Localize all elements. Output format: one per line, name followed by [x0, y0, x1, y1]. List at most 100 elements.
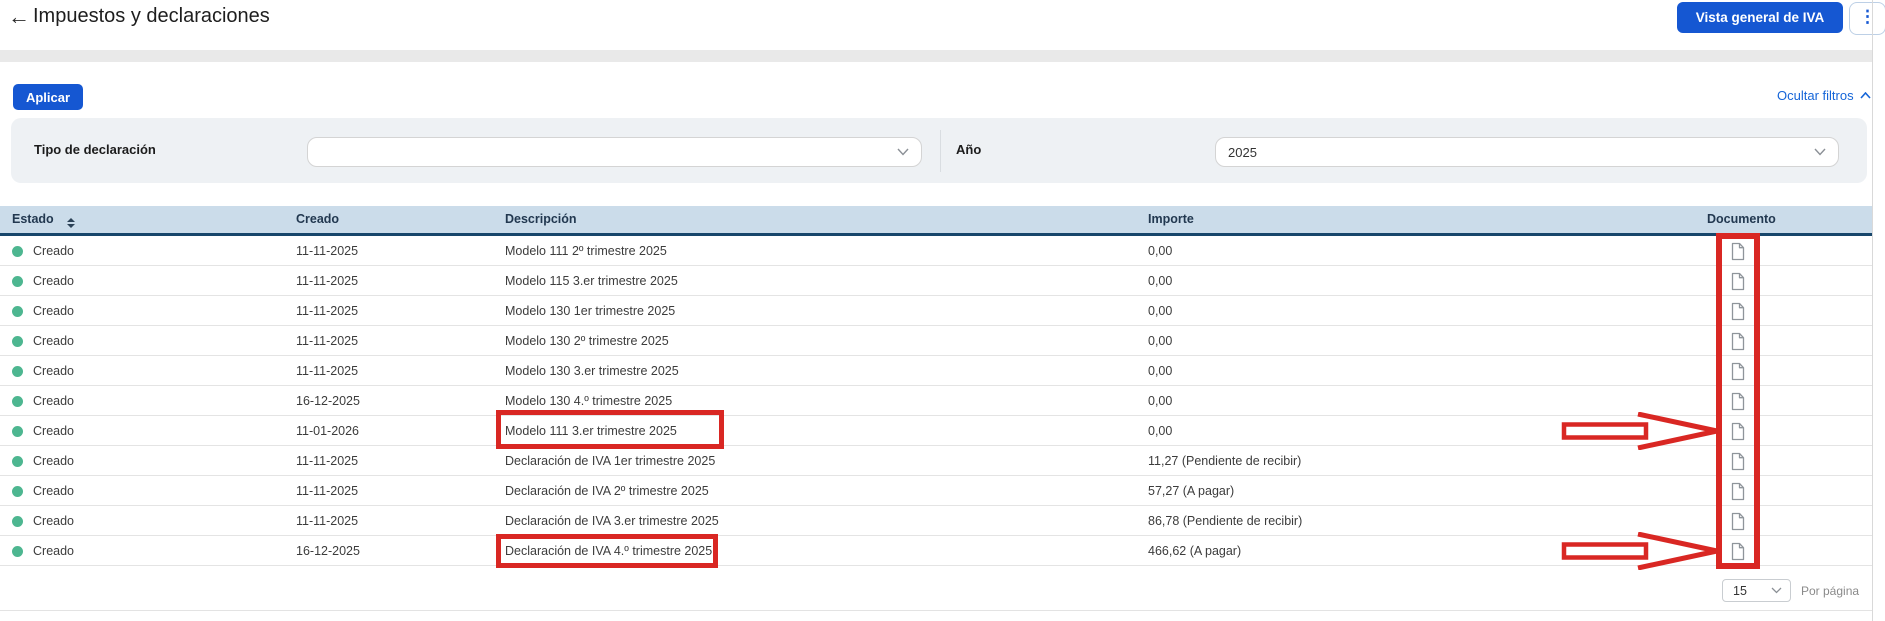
amount-cell: 0,00 [1148, 394, 1173, 408]
back-arrow-icon[interactable]: ← [8, 4, 30, 29]
created-cell: 11-11-2025 [296, 484, 359, 498]
amount-cell: 0,00 [1148, 424, 1173, 438]
amount-cell: 57,27 (A pagar) [1148, 484, 1235, 498]
table-row[interactable]: Creado 11-11-2025 Declaración de IVA 1er… [0, 446, 1872, 476]
filters-panel: Tipo de declaración Año 2025 [11, 118, 1867, 183]
created-cell: 11-11-2025 [296, 514, 359, 528]
apply-filters-button[interactable]: Aplicar [13, 84, 83, 110]
status-cell: Creado [12, 506, 74, 536]
chevron-down-icon [897, 148, 909, 156]
description-cell: Modelo 130 4.º trimestre 2025 [505, 394, 673, 408]
table-body: Creado 11-11-2025 Modelo 111 2º trimestr… [0, 236, 1872, 566]
status-cell: Creado [12, 386, 74, 416]
sort-icon[interactable] [67, 218, 76, 228]
status-cell: Creado [12, 476, 74, 506]
table-row[interactable]: Creado 16-12-2025 Modelo 130 4.º trimest… [0, 386, 1872, 416]
status-dot-icon [12, 515, 23, 527]
kebab-menu-button[interactable]: ⋮ [1849, 2, 1885, 35]
bottom-divider [0, 610, 1872, 611]
year-value: 2025 [1228, 144, 1257, 160]
status-label: Creado [33, 364, 74, 378]
table-row[interactable]: Creado 11-11-2025 Modelo 115 3.er trimes… [0, 266, 1872, 296]
status-label: Creado [33, 274, 74, 288]
created-cell: 11-11-2025 [296, 454, 359, 468]
hide-filters-label: Ocultar filtros [1777, 88, 1854, 103]
status-cell: Creado [12, 446, 74, 476]
status-dot-icon [12, 425, 23, 437]
created-cell: 11-11-2025 [296, 364, 359, 378]
table-row[interactable]: Creado 11-11-2025 Modelo 130 1er trimest… [0, 296, 1872, 326]
column-header-creado: Creado [296, 212, 340, 226]
document-file-icon [1731, 332, 1745, 350]
amount-cell: 0,00 [1148, 304, 1173, 318]
document-button[interactable] [1730, 476, 1745, 506]
status-label: Creado [33, 394, 74, 408]
amount-cell: 0,00 [1148, 334, 1173, 348]
document-file-icon [1731, 452, 1745, 470]
document-button[interactable] [1730, 296, 1745, 326]
declaration-type-select[interactable] [307, 137, 922, 167]
document-button[interactable] [1730, 266, 1745, 296]
document-button[interactable] [1730, 536, 1745, 566]
filter-divider [940, 130, 941, 172]
created-cell: 11-11-2025 [296, 334, 359, 348]
per-page-value: 15 [1733, 583, 1747, 598]
table-row[interactable]: Creado 16-12-2025 Declaración de IVA 4.º… [0, 536, 1872, 566]
created-cell: 11-11-2025 [296, 274, 359, 288]
status-dot-icon [12, 245, 23, 257]
document-file-icon [1731, 272, 1745, 290]
table-row[interactable]: Creado 11-11-2025 Modelo 130 3.er trimes… [0, 356, 1872, 386]
created-cell: 16-12-2025 [296, 544, 360, 558]
description-cell: Modelo 130 3.er trimestre 2025 [505, 364, 679, 378]
status-cell: Creado [12, 326, 74, 356]
status-dot-icon [12, 485, 23, 497]
amount-cell: 11,27 (Pendiente de recibir) [1148, 454, 1302, 468]
description-cell: Declaración de IVA 4.º trimestre 2025 [505, 544, 713, 558]
amount-cell: 0,00 [1148, 364, 1173, 378]
document-button[interactable] [1730, 236, 1745, 266]
document-button[interactable] [1730, 326, 1745, 356]
vat-overview-button[interactable]: Vista general de IVA [1677, 2, 1843, 33]
per-page-label: Por página [1801, 584, 1860, 598]
column-header-estado[interactable]: Estado [12, 206, 76, 233]
document-file-icon [1731, 302, 1745, 320]
status-label: Creado [33, 514, 74, 528]
document-file-icon [1731, 542, 1745, 560]
status-dot-icon [12, 335, 23, 347]
document-button[interactable] [1730, 386, 1745, 416]
chevron-down-icon [1771, 587, 1782, 594]
description-cell: Modelo 130 2º trimestre 2025 [505, 334, 669, 348]
amount-cell: 0,00 [1148, 274, 1173, 288]
status-label: Creado [33, 424, 74, 438]
page-title: Impuestos y declaraciones [33, 5, 270, 27]
table-row[interactable]: Creado 11-01-2026 Modelo 111 3.er trimes… [0, 416, 1872, 446]
status-dot-icon [12, 305, 23, 317]
year-select[interactable]: 2025 [1215, 137, 1839, 167]
created-cell: 11-11-2025 [296, 244, 359, 258]
description-cell: Modelo 115 3.er trimestre 2025 [505, 274, 678, 288]
table-row[interactable]: Creado 11-11-2025 Declaración de IVA 3.e… [0, 506, 1872, 536]
hide-filters-link[interactable]: Ocultar filtros [1777, 88, 1871, 103]
table-row[interactable]: Creado 11-11-2025 Declaración de IVA 2º … [0, 476, 1872, 506]
amount-cell: 466,62 (A pagar) [1148, 544, 1242, 558]
description-cell: Modelo 130 1er trimestre 2025 [505, 304, 676, 318]
table-row[interactable]: Creado 11-11-2025 Modelo 130 2º trimestr… [0, 326, 1872, 356]
document-button[interactable] [1730, 356, 1745, 386]
status-label: Creado [33, 544, 74, 558]
status-cell: Creado [12, 266, 74, 296]
column-header-documento: Documento [1707, 212, 1776, 226]
estado-header-label: Estado [12, 212, 54, 226]
description-cell: Modelo 111 2º trimestre 2025 [505, 244, 667, 258]
document-file-icon [1731, 392, 1745, 410]
document-button[interactable] [1730, 416, 1745, 446]
table-row[interactable]: Creado 11-11-2025 Modelo 111 2º trimestr… [0, 236, 1872, 266]
year-label: Año [956, 142, 982, 157]
per-page-select[interactable]: 15 [1722, 579, 1791, 602]
status-cell: Creado [12, 416, 74, 446]
document-button[interactable] [1730, 506, 1745, 536]
right-edge-divider [1872, 0, 1873, 621]
document-file-icon [1731, 242, 1745, 260]
document-button[interactable] [1730, 446, 1745, 476]
amount-cell: 0,00 [1148, 244, 1173, 258]
